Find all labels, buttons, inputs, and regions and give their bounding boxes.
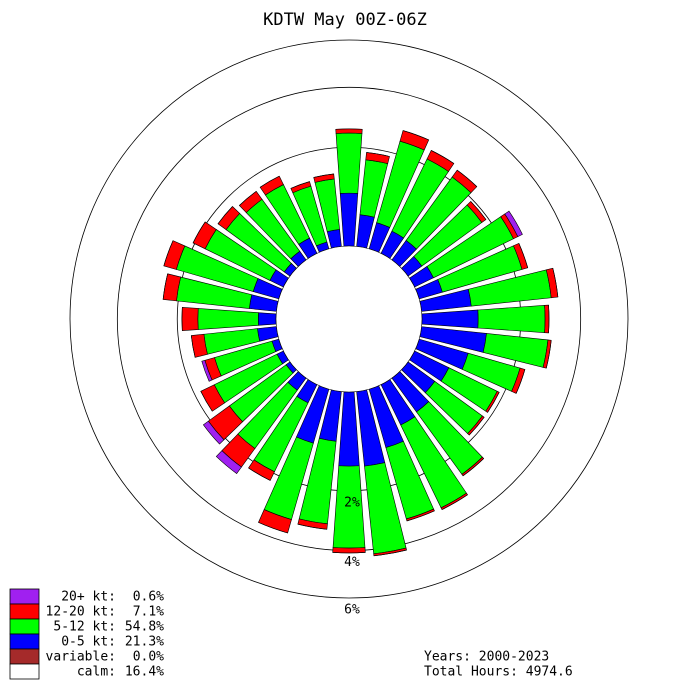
bar-segment [366, 152, 390, 157]
bar-segment [201, 359, 213, 382]
bar-segment [248, 467, 271, 481]
bar-segment [487, 392, 500, 413]
legend-value: 7.1% [133, 605, 164, 620]
legend-value: 0.0% [133, 650, 164, 665]
bar-segment [217, 206, 233, 224]
legend-swatch [9, 603, 40, 620]
legend: 20+ kt: 0.6% 12-20 kt: 7.1% 5-12 kt: 54.8% 0-5… [9, 588, 164, 680]
bar-segment [504, 210, 523, 238]
bar-segment [468, 417, 485, 436]
bar-segment [313, 173, 334, 178]
years-note: Years: 2000-2023 [424, 650, 549, 665]
legend-value: 21.3% [125, 635, 164, 650]
bar-segment [335, 132, 363, 194]
bar-segment [163, 240, 174, 266]
legend-value: 54.8% [125, 620, 164, 635]
bar-segment [544, 304, 550, 334]
legend-label: variable: [46, 650, 116, 665]
chart-title: KDTW May 00Z-06Z [263, 10, 427, 30]
legend-swatch [9, 618, 40, 635]
grid-ring [69, 39, 629, 599]
bar-segment [332, 552, 366, 554]
bar-segment [339, 192, 359, 247]
bar-segment [406, 510, 435, 522]
bar-segment [338, 391, 360, 467]
bar-segment [332, 547, 366, 554]
legend-swatch [9, 588, 40, 605]
legend-label: 5-12 kt: [53, 620, 116, 635]
hours-note: Total Hours: 4974.6 [424, 665, 573, 680]
legend-swatch [9, 633, 40, 650]
bar-segment [335, 128, 363, 134]
bars [162, 128, 559, 557]
bar-segment [545, 340, 552, 369]
bar-segment [258, 522, 288, 534]
bar-segment [257, 312, 277, 326]
bar-segment [202, 420, 225, 445]
legend-swatch [9, 663, 40, 680]
legend-value: 0.6% [133, 590, 164, 605]
legend-label: 12-20 kt: [46, 605, 116, 620]
legend-swatch [9, 648, 40, 665]
bar-segment [421, 309, 479, 329]
bar-segment [259, 175, 280, 188]
legend-label: 0-5 kt: [61, 635, 116, 650]
bar-segment [431, 150, 455, 164]
bar-segment [215, 450, 242, 475]
legend-value: 16.4% [125, 665, 164, 680]
bar-segment [552, 268, 559, 298]
bar-segment [197, 308, 259, 330]
bar-segment [402, 130, 429, 141]
bar-segment [515, 369, 526, 394]
ring-label: 2% [344, 495, 360, 510]
bar-segment [257, 326, 279, 342]
ring-label: 6% [344, 603, 360, 618]
bar-segment [200, 391, 213, 412]
bar-segment [162, 273, 168, 300]
bar-segment [477, 305, 546, 333]
legend-label: 20+ kt: [61, 590, 116, 605]
calm-circle [275, 245, 423, 393]
legend-label: calm: [77, 665, 116, 680]
ring-labels: 2% 4% 6% [344, 495, 360, 617]
bar-segment [326, 229, 342, 249]
bar-segment [190, 335, 196, 358]
bar-segment [181, 307, 199, 331]
ring-label: 4% [344, 555, 360, 570]
